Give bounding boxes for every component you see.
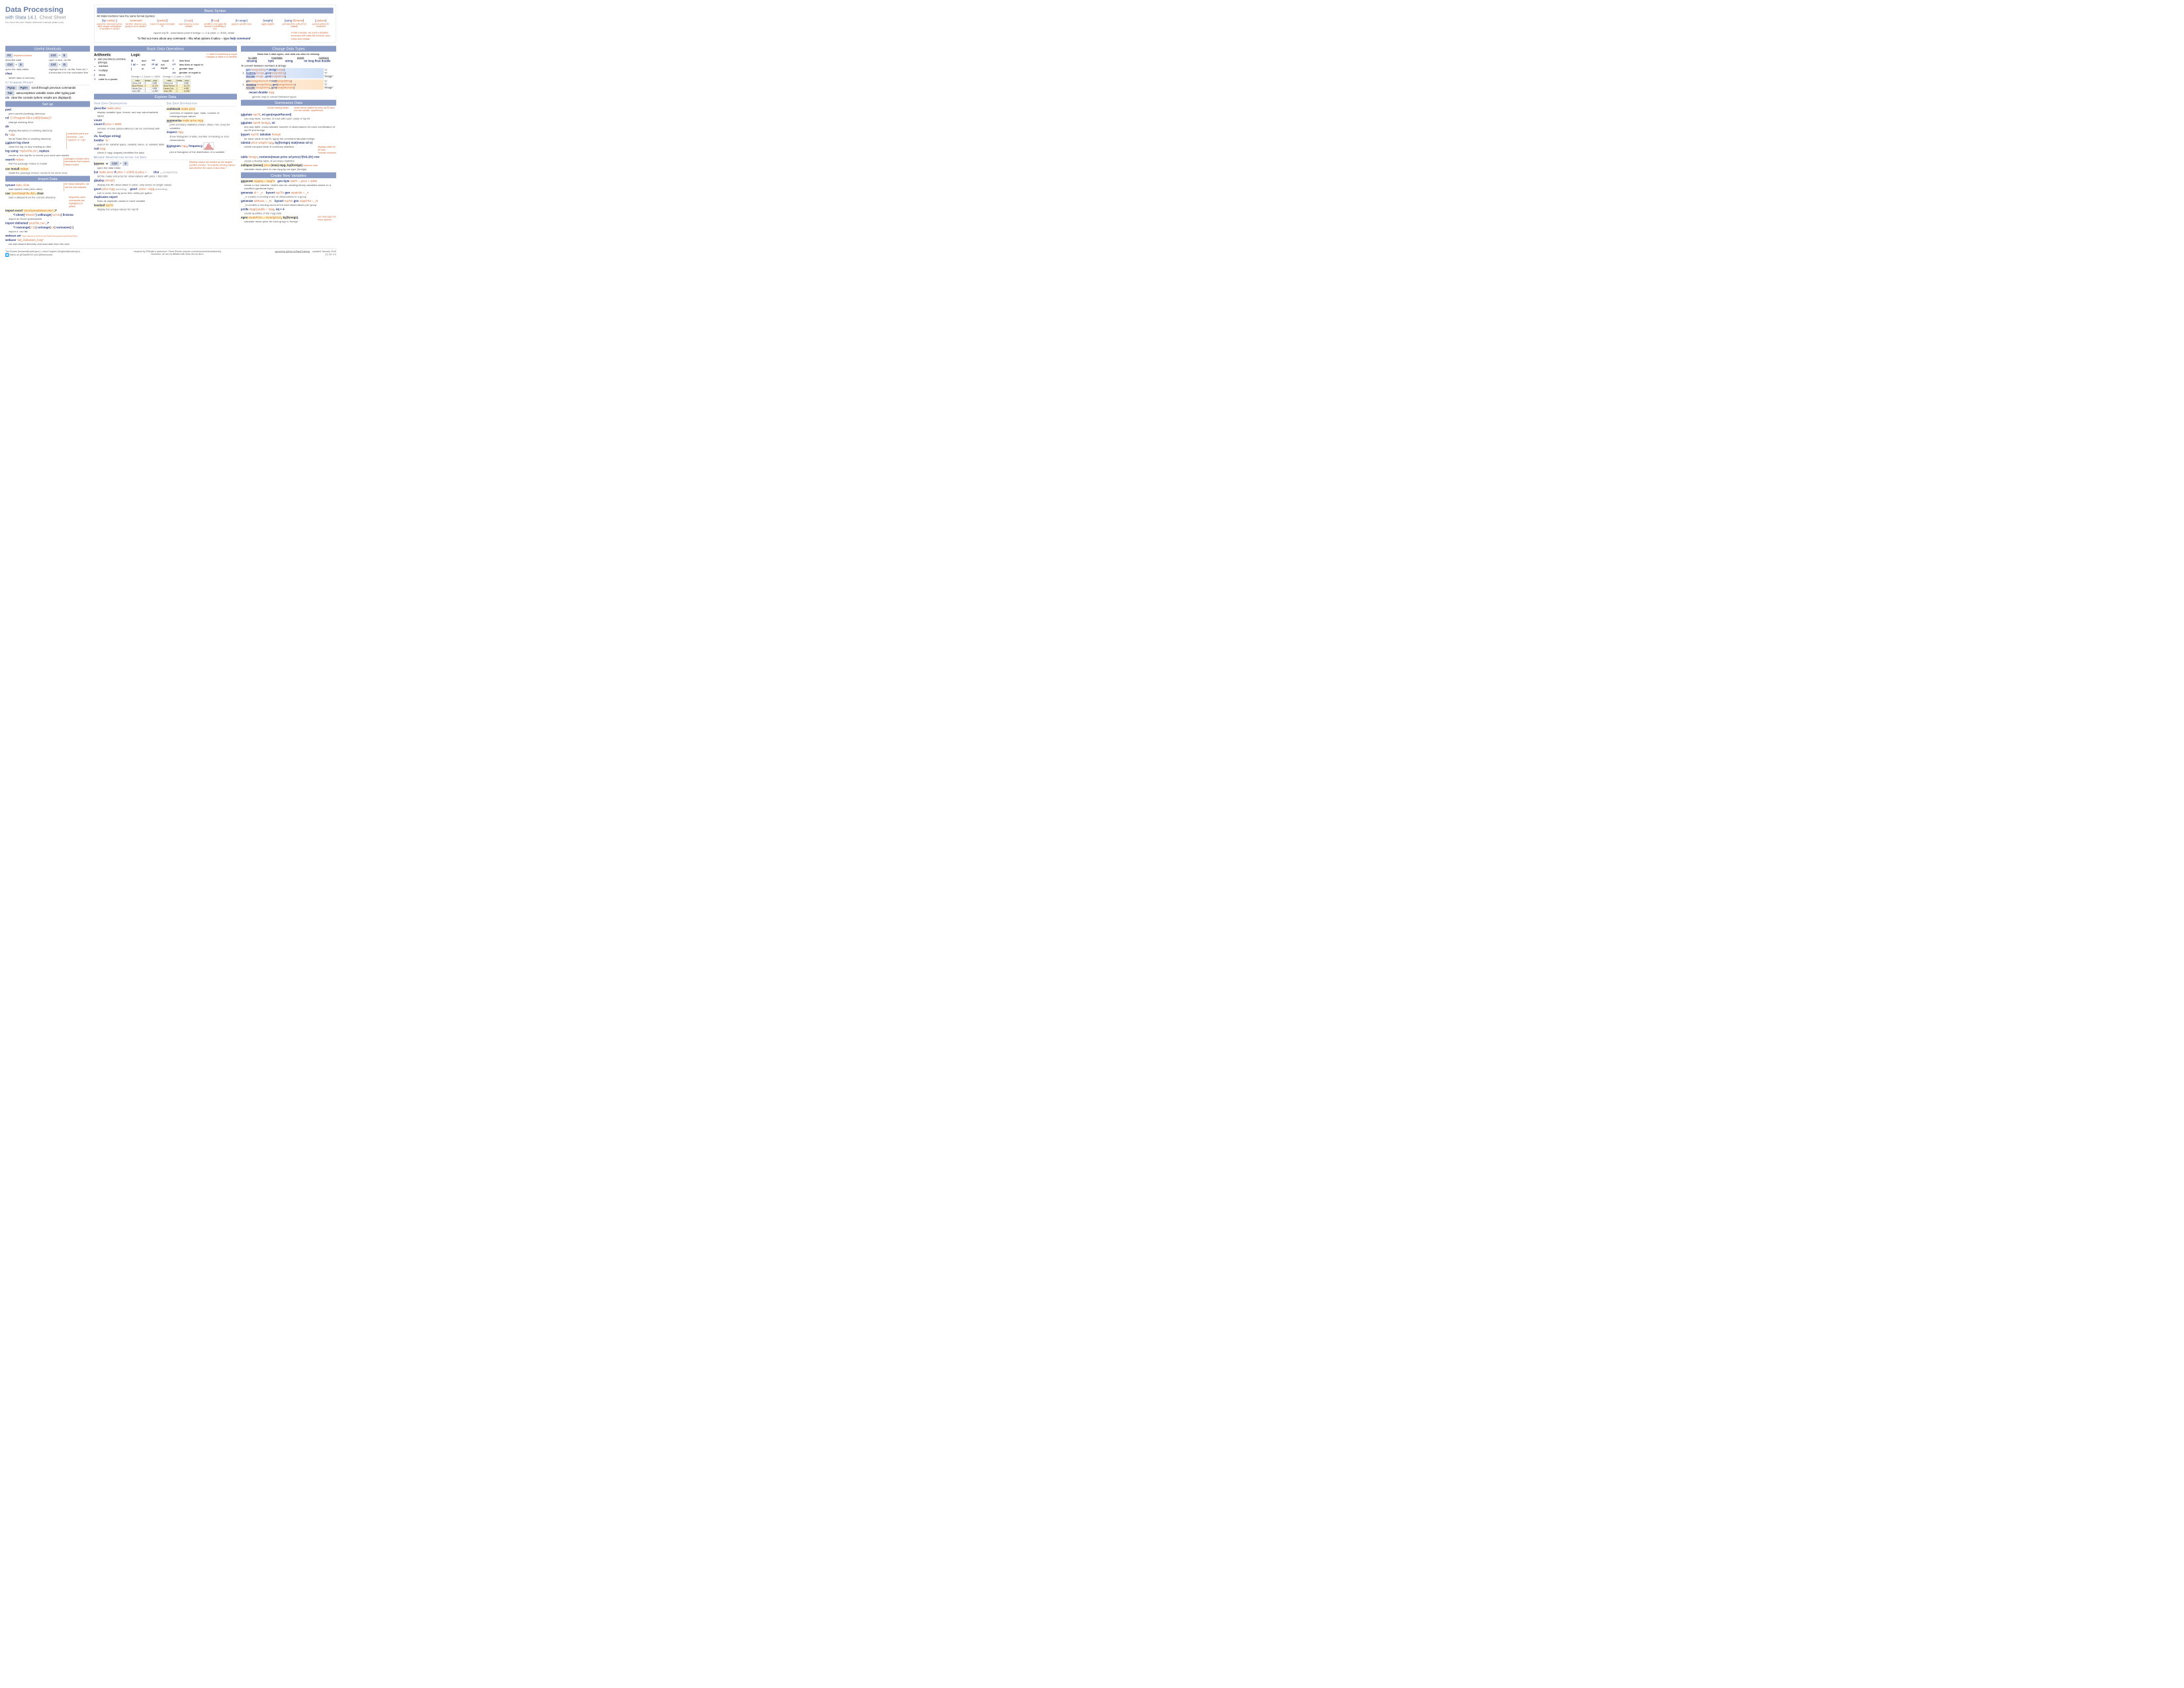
explore-header: Explore Data — [94, 94, 237, 100]
ops-header: Basic Data Operations — [94, 46, 237, 52]
subtitle: with Stata 14.1 Cheat Sheet — [5, 15, 90, 21]
newvar-header: Create New Variables — [241, 172, 336, 178]
shortcuts-header: Useful Shortcuts — [5, 46, 90, 52]
f2-key: F2 — [5, 53, 13, 58]
example-table-2: makeforeignpriceChevy Colt03,984Buick Ri… — [163, 79, 191, 93]
summarize-header: Summarize Data — [241, 100, 336, 106]
example-table-1: makeforeignpriceChevy Colt03,984Buick Ri… — [131, 79, 159, 93]
footer: Tim Essam (tessam@usaid.gov) • Laura Hug… — [5, 249, 336, 257]
basic-syntax-box: Basic Syntax All Stata functions have th… — [94, 5, 336, 42]
import-header: Import Data — [5, 176, 90, 182]
ref-note: For more info see Stata's reference manu… — [5, 21, 90, 24]
syntax-header: Basic Syntax — [97, 8, 333, 14]
title-block: Data Processing with Stata 14.1 Cheat Sh… — [5, 5, 90, 42]
setup-header: Set up — [5, 101, 90, 107]
main-title: Data Processing — [5, 5, 90, 15]
histogram-icon — [203, 142, 214, 150]
twitter-icon — [5, 253, 9, 257]
types-header: Change Data Types — [241, 46, 336, 52]
